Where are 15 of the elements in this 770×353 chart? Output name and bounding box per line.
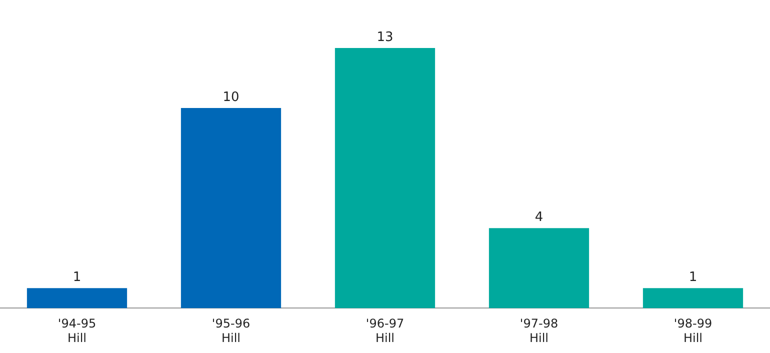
x-tick-label: '94-95 Hill bbox=[58, 316, 96, 345]
bar bbox=[488, 228, 590, 308]
bar bbox=[334, 48, 436, 308]
data-label: 1 bbox=[72, 270, 82, 286]
x-tick-label: '96-97 Hill bbox=[366, 316, 404, 345]
bar bbox=[26, 288, 128, 308]
data-label: 13 bbox=[376, 30, 394, 45]
bar bbox=[180, 108, 282, 308]
x-tick-label: '95-96 Hill bbox=[212, 316, 250, 345]
x-tick-label: '97-98 Hill bbox=[520, 316, 558, 345]
data-label: 1 bbox=[688, 270, 698, 286]
x-tick-label: '98-99 Hill bbox=[674, 316, 712, 345]
data-label: 10 bbox=[222, 90, 240, 105]
data-label: 4 bbox=[534, 210, 544, 226]
bar bbox=[642, 288, 744, 308]
